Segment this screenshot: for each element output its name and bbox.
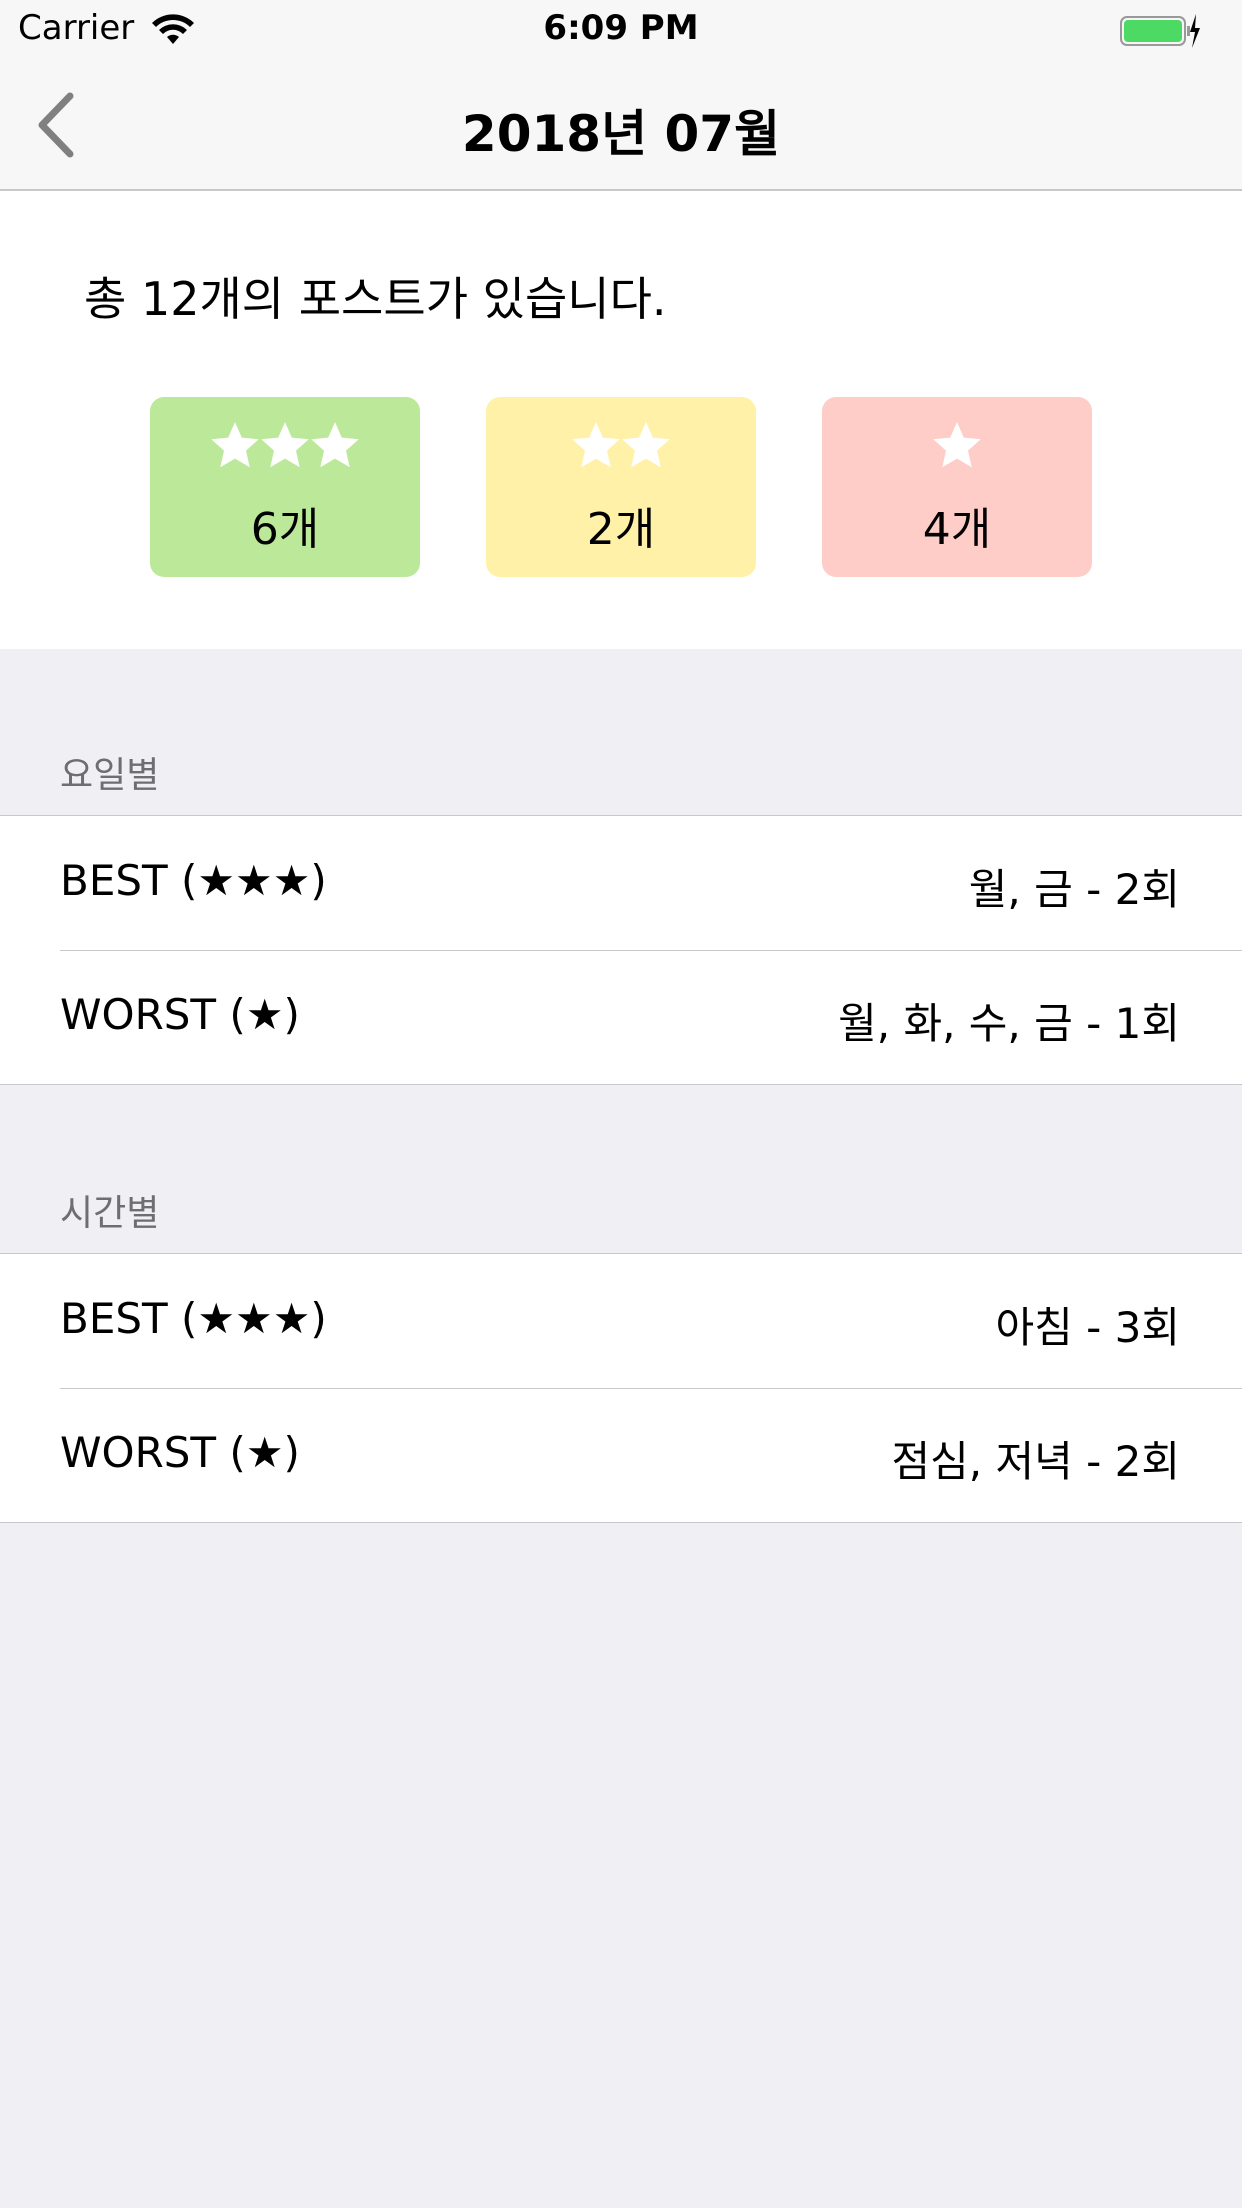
table-row[interactable]: BEST (★★★) 월, 금 - 2회 bbox=[0, 816, 1242, 951]
chevron-left-icon[interactable] bbox=[30, 90, 80, 160]
summary-panel: 총 12개의 포스트가 있습니다. 6개 2개 4개 bbox=[0, 191, 1242, 649]
rating-count: 4개 bbox=[922, 504, 992, 555]
table-row[interactable]: BEST (★★★) 아침 - 3회 bbox=[0, 1254, 1242, 1389]
time-stats-group: BEST (★★★) 아침 - 3회 WORST (★) 점심, 저녁 - 2회 bbox=[0, 1253, 1242, 1523]
row-value: 점심, 저녁 - 2회 bbox=[891, 1437, 1180, 1486]
rating-card-3-stars[interactable]: 6개 bbox=[150, 397, 420, 577]
row-divider bbox=[60, 1388, 1242, 1389]
row-label: WORST (★) bbox=[60, 990, 300, 1039]
navigation-bar: 2018년 07월 bbox=[0, 60, 1242, 191]
page-title: 2018년 07월 bbox=[461, 105, 781, 163]
rating-count: 6개 bbox=[250, 504, 320, 555]
row-label: WORST (★) bbox=[60, 1428, 300, 1477]
three-stars-icon bbox=[211, 422, 359, 468]
carrier-label: Carrier bbox=[18, 8, 135, 48]
rating-card-1-star[interactable]: 4개 bbox=[822, 397, 1092, 577]
wifi-icon bbox=[152, 14, 194, 44]
post-count-text: 총 12개의 포스트가 있습니다. bbox=[84, 272, 667, 326]
section-header-time: 시간별 bbox=[60, 1193, 160, 1234]
section-header-weekday: 요일별 bbox=[60, 755, 160, 796]
row-value: 월, 금 - 2회 bbox=[968, 865, 1180, 914]
table-row[interactable]: WORST (★) 점심, 저녁 - 2회 bbox=[0, 1388, 1242, 1522]
battery-icon bbox=[1120, 14, 1200, 48]
row-value: 월, 화, 수, 금 - 1회 bbox=[838, 999, 1180, 1048]
status-time: 6:09 PM bbox=[543, 8, 699, 48]
status-bar: Carrier 6:09 PM bbox=[0, 0, 1242, 60]
table-row[interactable]: WORST (★) 월, 화, 수, 금 - 1회 bbox=[0, 950, 1242, 1084]
row-label: BEST (★★★) bbox=[60, 856, 327, 905]
rating-count: 2개 bbox=[586, 504, 656, 555]
one-star-icon bbox=[933, 422, 981, 468]
row-divider bbox=[60, 950, 1242, 951]
row-value: 아침 - 3회 bbox=[995, 1303, 1181, 1352]
weekday-stats-group: BEST (★★★) 월, 금 - 2회 WORST (★) 월, 화, 수, … bbox=[0, 815, 1242, 1085]
row-label: BEST (★★★) bbox=[60, 1294, 327, 1343]
two-stars-icon bbox=[572, 422, 670, 468]
rating-card-2-stars[interactable]: 2개 bbox=[486, 397, 756, 577]
